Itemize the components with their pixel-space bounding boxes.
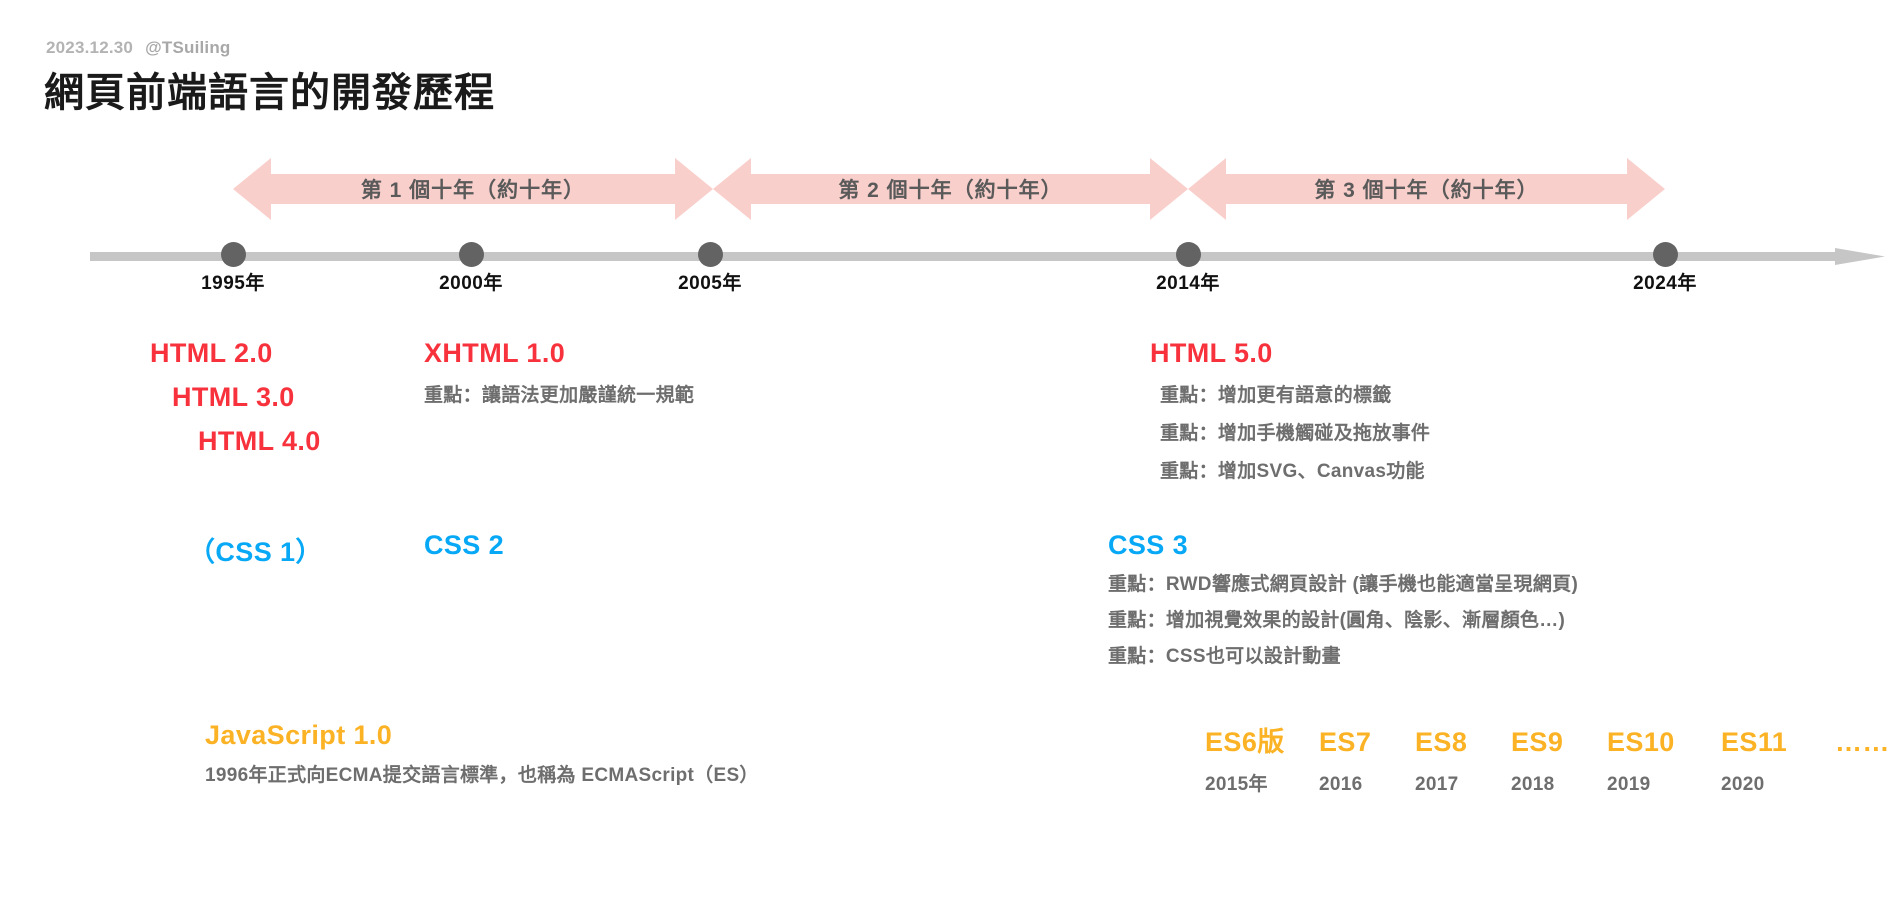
es-version-6: ES11	[1721, 727, 1788, 757]
decade-label-1: 第 1 個十年（約十年）	[360, 179, 586, 202]
html-4-label: HTML 4.0	[198, 426, 321, 456]
header-handle: @TSuiling	[145, 38, 231, 57]
es-year-2: 2016	[1319, 774, 1363, 795]
es-year-3: 2017	[1415, 774, 1459, 795]
timeline-dot-2005年[interactable]	[697, 242, 723, 267]
es-version-3: ES8	[1415, 727, 1468, 757]
es-year-1: 2015年	[1205, 774, 1268, 795]
page-title: 網頁前端語言的開發歷程	[44, 71, 495, 115]
es-year-4: 2018	[1511, 774, 1555, 795]
css3-note-1: 重點：RWD響應式網頁設計 (讓手機也能適當呈現網頁)	[1108, 574, 1579, 595]
timeline-year-2000年: 2000年	[439, 273, 503, 294]
timeline-dot-2014年[interactable]	[1175, 242, 1201, 267]
timeline-dot-2000年[interactable]	[458, 242, 484, 267]
decade-band-2: 第 2 個十年（約十年）	[713, 158, 1188, 220]
block-css3: CSS 3 重點：RWD響應式網頁設計 (讓手機也能適當呈現網頁) 重點：增加視…	[1108, 530, 1578, 675]
html-2-label: HTML 2.0	[150, 338, 273, 368]
es-year-list: 2015年 2016 2017 2018 2019 2020	[1205, 769, 1900, 796]
es-version-4: ES9	[1511, 727, 1564, 757]
timeline-year-1995年: 1995年	[201, 273, 265, 294]
timeline-year-2014年: 2014年	[1156, 273, 1220, 294]
javascript-note-1: 1996年正式向ECMA提交語言標準，也稱為 ECMAScript（ES）	[205, 765, 759, 786]
html5-title: HTML 5.0	[1150, 338, 1273, 368]
block-html5: HTML 5.0 重點：增加更有語意的標籤 重點：增加手機觸碰及拖放事件 重點：…	[1150, 338, 1430, 491]
es-version-list: ES6版 ES7 ES8 ES9 ES10 ES11 ……	[1205, 720, 1900, 759]
css3-title: CSS 3	[1108, 530, 1189, 560]
block-xhtml: XHTML 1.0 重點：讓語法更加嚴謹統一規範	[424, 338, 694, 415]
header-meta: 2023.12.30 @TSuiling	[46, 38, 231, 58]
timeline-axis: 1995年 2000年 2005年 2014年 2024年	[90, 242, 1890, 294]
css3-notes: 重點：RWD響應式網頁設計 (讓手機也能適當呈現網頁) 重點：增加視覺效果的設計…	[1108, 567, 1578, 675]
block-html-early: HTML 2.0 HTML 3.0 HTML 4.0	[150, 338, 321, 457]
css1-label: （CSS 1）	[188, 537, 323, 567]
es-version-2: ES7	[1319, 727, 1372, 757]
xhtml-note-1: 重點：讓語法更加嚴謹統一規範	[424, 385, 695, 406]
html5-notes: 重點：增加更有語意的標籤 重點：增加手機觸碰及拖放事件 重點：增加SVG、Can…	[1150, 377, 1430, 491]
header-date: 2023.12.30	[46, 38, 134, 57]
es-year-6: 2020	[1721, 774, 1765, 795]
html5-note-2: 重點：增加手機觸碰及拖放事件	[1160, 423, 1431, 444]
decade-arrow-2	[713, 158, 1188, 220]
block-javascript: JavaScript 1.0 1996年正式向ECMA提交語言標準，也稱為 EC…	[205, 720, 759, 795]
block-es-versions: ES6版 ES7 ES8 ES9 ES10 ES11…… 2015年 2016 2017 201…	[1205, 720, 1900, 796]
xhtml-title: XHTML 1.0	[424, 338, 566, 368]
html5-note-3: 重點：增加SVG、Canvas功能	[1160, 461, 1425, 482]
decade-band-1: 第 1 個十年（約十年）	[233, 158, 713, 220]
html-3-label: HTML 3.0	[172, 382, 295, 412]
css2-label: CSS 2	[424, 530, 505, 560]
css3-note-3: 重點：CSS也可以設計動畫	[1108, 646, 1341, 667]
timeline-dot-2024年[interactable]	[1652, 242, 1678, 267]
timeline-year-2024年: 2024年	[1633, 273, 1697, 294]
timeline-year-2005年: 2005年	[678, 273, 742, 294]
es-version-7: ……	[1835, 727, 1890, 757]
axis-line-svg	[90, 248, 1885, 265]
html5-note-1: 重點：增加更有語意的標籤	[1160, 385, 1392, 406]
decade-arrow-1	[233, 158, 713, 220]
es-version-1: ES6版	[1205, 727, 1285, 757]
javascript-title: JavaScript 1.0	[205, 720, 393, 750]
timeline-dot-1995年[interactable]	[220, 242, 246, 267]
decade-arrow-3	[1188, 158, 1665, 220]
css3-note-2: 重點：增加視覺效果的設計(圓角、陰影、漸層顏色…)	[1108, 610, 1566, 631]
decade-band-3: 第 3 個十年（約十年）	[1188, 158, 1665, 220]
decade-label-3: 第 3 個十年（約十年）	[1314, 179, 1539, 202]
es-year-5: 2019	[1607, 774, 1651, 795]
es-version-5: ES10	[1607, 727, 1675, 757]
decade-label-2: 第 2 個十年（約十年）	[838, 179, 1063, 202]
